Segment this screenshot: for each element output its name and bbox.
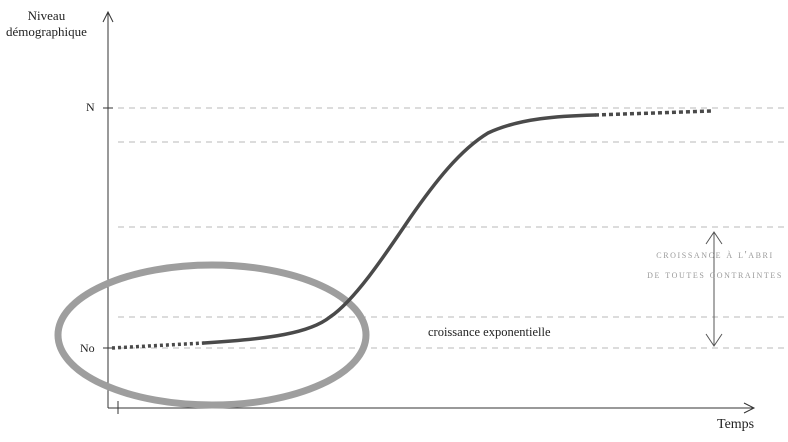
sheltered-growth-arrowhead-top — [705, 231, 723, 245]
highlight-ellipse — [54, 261, 370, 409]
y-axis-label-line1: Niveau — [27, 8, 66, 23]
curve-start-dotted — [111, 341, 205, 350]
y-axis-arrowhead — [102, 10, 114, 23]
logistic-curve — [202, 113, 597, 345]
x-axis-label: Temps — [717, 417, 755, 432]
y-axis-label-line2: démographique — [6, 24, 87, 39]
exponential-growth-label: croissance exponentielle — [428, 325, 551, 339]
x-axis-arrowhead — [743, 402, 756, 414]
sheltered-growth-label: croissance à l'abri de toutes contrainte… — [640, 245, 788, 285]
sheltered-growth-label-line2: de toutes contraintes — [647, 269, 783, 281]
initial-level-label: No — [80, 341, 95, 355]
y-axis-label: Niveau démographique — [6, 8, 87, 40]
curve-end-dotted — [594, 109, 713, 117]
sheltered-growth-arrowhead-bottom — [705, 333, 723, 347]
sheltered-growth-label-line1: croissance à l'abri — [656, 249, 774, 261]
carrying-capacity-label: N — [86, 100, 95, 114]
